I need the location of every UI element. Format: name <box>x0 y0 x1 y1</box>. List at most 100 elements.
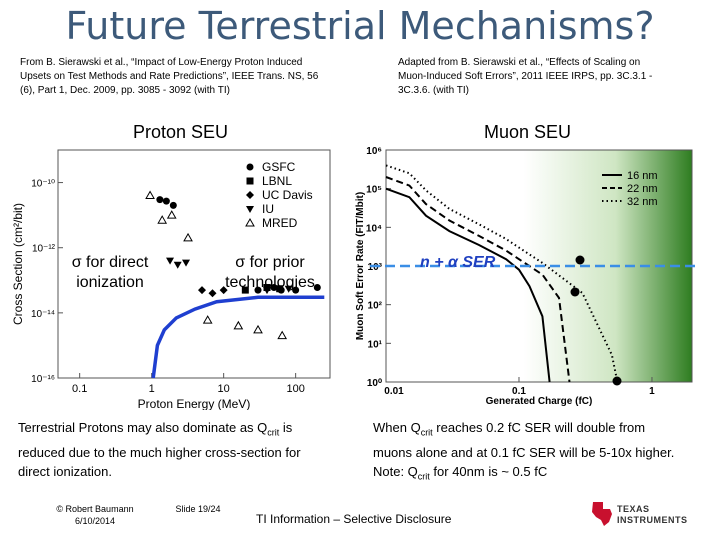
muon-x-tick-label: 1 <box>649 386 655 397</box>
muon-legend: 16 nm 22 nm 32 nm <box>602 170 658 208</box>
data-point-mred <box>157 215 168 224</box>
proton-x-axis-label: Proton Energy (MeV) <box>138 397 251 410</box>
proton-data-points <box>145 190 321 340</box>
proton-y-tick-label: 10⁻¹⁶ <box>31 374 55 385</box>
marker-32nm-end <box>612 376 622 386</box>
muon-y-tick-label: 10⁰ <box>367 378 382 389</box>
proton-x-tick-label: 1 <box>149 383 155 395</box>
muon-y-tick-label: 10⁵ <box>366 185 382 196</box>
citation-line: From B. Sierawski et al., “Impact of Low… <box>20 57 303 68</box>
legend-marker-ucdavis <box>246 191 254 199</box>
data-point-lbnl <box>276 285 284 293</box>
citation-line: (6), Part 1, Dec. 2009, pp. 3085 - 3092 … <box>20 85 230 96</box>
data-point-gsfc <box>162 197 170 205</box>
muon-y-tick-label: 10¹ <box>368 339 383 350</box>
proton-tick-labels: 0.1 1 10 100 10⁻¹⁰ 10⁻¹² 10⁻¹⁴ 10⁻¹⁶ <box>31 179 305 395</box>
muon-x-axis-label: Generated Charge (fC) <box>486 396 593 407</box>
data-point-iu <box>263 287 272 295</box>
annotation-direct-ionization-line1: σ for direct <box>72 254 149 271</box>
muon-note: When Qcrit reaches 0.2 fC SER will doubl… <box>373 418 718 486</box>
series-line-16nm <box>385 187 551 383</box>
muon-y-axis-label: Muon Soft Error Rate (FIT/Mbit) <box>355 192 366 340</box>
muon-note-line1: When Qcrit reaches 0.2 fC SER will doubl… <box>373 420 646 438</box>
footer-disclosure: TI Information – Selective Disclosure <box>256 512 452 526</box>
proton-x-tick-label: 100 <box>286 383 304 395</box>
annotation-direct-ionization-line2: ionization <box>76 274 144 291</box>
proton-y-tick-label: 10⁻¹² <box>32 244 56 255</box>
data-point-mred <box>166 210 177 219</box>
muon-note-line2: muons alone and at 0.1 fC SER will be 5-… <box>373 444 675 460</box>
footer-author-block: © Robert Baumann 6/10/2014 <box>40 503 150 527</box>
logo-text-line1: TEXAS <box>617 504 650 514</box>
legend-label-mred: MRED <box>262 216 298 230</box>
legend-label-32nm: 32 nm <box>627 196 658 208</box>
legend-label-lbnl: LBNL <box>262 174 292 188</box>
citation-right: Adapted from B. Sierawski et al., “Effec… <box>398 56 698 98</box>
proton-note: Terrestrial Protons may also dominate as… <box>18 418 358 481</box>
series-line-22nm <box>385 176 571 383</box>
muon-y-tick-label: 10³ <box>368 262 383 273</box>
data-point-gsfc <box>156 196 164 204</box>
logo-text-line2: INSTRUMENTS <box>617 515 688 525</box>
data-point-gsfc <box>169 201 177 209</box>
proton-note-line1: Terrestrial Protons may also dominate as… <box>18 420 293 438</box>
proton-x-tick-label: 0.1 <box>72 383 87 395</box>
slide-title: Future Terrestrial Mechanisms? <box>65 4 655 48</box>
data-point-iu <box>284 285 293 293</box>
data-point-mred <box>183 232 193 242</box>
muon-y-tick-label: 10⁴ <box>366 223 382 234</box>
data-point-mred <box>277 330 288 340</box>
proton-y-axis-label: Cross Section (cm²/bit) <box>11 203 25 325</box>
annotation-prior-technologies-line2: technologies <box>225 274 315 291</box>
citation-line: 3C.3.6. (with TI) <box>398 85 469 96</box>
legend-marker-gsfc <box>246 163 254 171</box>
data-point-mred <box>202 315 213 324</box>
annotation-prior-technologies-line1: σ for prior <box>235 254 305 271</box>
proton-seu-chart: 0.1 1 10 100 10⁻¹⁰ 10⁻¹² 10⁻¹⁴ 10⁻¹⁶ GSFC LBNL … <box>11 149 331 410</box>
footer-date: 6/10/2014 <box>74 516 116 526</box>
footer-slide-number: Slide 19/24 <box>175 504 221 514</box>
proton-note-line3: direct ionization. <box>18 463 112 479</box>
data-point-mred <box>145 190 155 200</box>
citation-line: Upsets on Test Methods and Rate Predicti… <box>20 71 319 82</box>
legend-label-iu: IU <box>262 202 274 216</box>
proton-y-tick-label: 10⁻¹⁰ <box>31 179 55 190</box>
data-point-mred <box>253 324 263 334</box>
data-point-gsfc <box>313 284 321 292</box>
marker-16nm-crossing <box>575 255 585 265</box>
muon-seu-chart: 0.01 0.1 1 10⁶ 10⁵ 10⁴ 10³ 10² 10¹ 10⁰ 16 nm 22 n… <box>355 146 698 407</box>
citation-left: From B. Sierawski et al., “Impact of Low… <box>20 56 360 98</box>
ti-state-icon <box>592 502 612 526</box>
proton-plot-title: Proton SEU <box>133 122 229 142</box>
muon-y-tick-label: 10⁶ <box>366 146 382 157</box>
data-point-mred <box>233 320 244 330</box>
muon-x-tick-label: 0.01 <box>384 386 404 397</box>
muon-tick-labels: 0.01 0.1 1 10⁶ 10⁵ 10⁴ 10³ 10² 10¹ 10⁰ <box>366 146 655 397</box>
muon-x-tick-label: 0.1 <box>512 386 526 397</box>
citation-line: Muon-Induced Soft Errors”, 2011 IEEE IRP… <box>398 71 653 82</box>
legend-marker-mred <box>245 217 255 227</box>
muon-note-line3: Note: Qcrit for 40nm is ~ 0.5 fC <box>373 463 548 482</box>
data-point-uc-davis <box>197 286 206 295</box>
data-point-uc-davis <box>219 286 228 295</box>
proton-legend: GSFC LBNL UC Davis IU MRED <box>245 160 313 230</box>
muon-y-tick-label: 10² <box>368 301 383 312</box>
legend-label-16nm: 16 nm <box>627 170 658 182</box>
n-alpha-ser-label: n + α SER <box>420 254 496 271</box>
data-point-gsfc <box>254 286 262 294</box>
muon-plot-title: Muon SEU <box>484 122 572 142</box>
texas-instruments-logo: TEXAS INSTRUMENTS <box>590 498 690 532</box>
marker-22nm-crossing <box>570 287 580 297</box>
legend-marker-iu <box>246 206 254 213</box>
legend-marker-lbnl <box>246 177 254 185</box>
footer-author: © Robert Baumann <box>56 504 134 514</box>
data-point-iu <box>173 261 182 269</box>
data-point-gsfc <box>270 284 278 292</box>
data-point-lbnl <box>241 286 249 294</box>
proton-plot-frame <box>57 149 331 379</box>
legend-label-ucdavis: UC Davis <box>262 188 313 202</box>
citation-line: Adapted from B. Sierawski et al., “Effec… <box>398 57 641 68</box>
legend-label-gsfc: GSFC <box>262 160 296 174</box>
muon-markers <box>570 255 622 386</box>
data-point-iu <box>182 259 191 267</box>
